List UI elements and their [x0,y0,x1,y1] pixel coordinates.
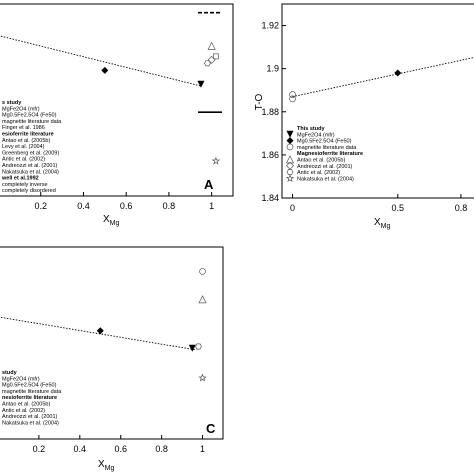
data-point [203,60,211,67]
legend-entry: Antic et al. (2002) [2,408,45,414]
legend-entry: Nakatsuka et al. (2004) [2,420,59,426]
legend-symbol [285,155,295,164]
legend-entry: s study [2,100,22,106]
panel-c-xlabel: XMg [98,459,115,472]
data-point [207,41,216,50]
panel-a-letter: A [204,177,214,192]
legend-symbol [286,169,294,176]
x-tick-label: 0.6 [120,201,133,211]
legend-entry: Mg0.5Fe2.5O4 (Fe50) [297,139,352,145]
y-tick-label: 1.86 [261,150,279,160]
data-point [197,80,205,88]
panel-a-xlabel: XMg [103,214,120,227]
x-tick-label: 0.2 [34,201,47,211]
y-tick-label: 1.84 [261,193,279,203]
panel-b-ylabel: T-O [254,93,265,110]
legend-entry: Levy et al. (2004) [2,144,45,150]
legend-entry: Finger et al. 1986 [2,125,45,131]
x-tick-label: 0.8 [155,444,168,454]
legend-symbol [285,173,295,183]
panel-b-frame [281,3,474,199]
panel-c-letter: C [206,421,216,436]
legend-entry: MgFe2O4 (mfr) [297,132,335,138]
y-tick-label: 1.92 [261,21,279,31]
x-tick-label: 0.2 [33,444,46,454]
y-tick-label: 1.88 [261,107,279,117]
data-point [195,343,202,350]
legend-entry: MgFe2O4 (mfr) [2,376,40,382]
data-point [101,66,109,74]
panel-b: T-O 0 0.5 0.8 1.84 1.86 1.88 1.9 1.92 This stud… [254,3,474,230]
legend-entry: Antic et al. (2002) [297,170,340,176]
fit-line [0,35,202,87]
data-point [198,373,207,382]
x-tick-label: 0.8 [163,201,176,211]
data-point [211,156,221,165]
x-tick-label: 0.5 [392,203,405,213]
legend-symbol [286,137,294,145]
fit-line [0,316,197,351]
legend-entry: Antao et al. (2005b) [297,158,345,164]
legend-entry: Andreozzi et al. (2001) [2,414,58,420]
legend-entry: Antic et al. (2002) [2,157,45,163]
data-point [213,53,219,60]
data-point [289,91,296,98]
x-tick-label: 0.6 [114,444,127,454]
legend-entry: This study [297,126,325,132]
legend-entry: magnetite literature data [2,119,62,125]
legend-entry: completely inverse [2,182,48,188]
data-point [96,327,104,335]
x-tick-label: 1 [200,444,205,454]
legend-entry: Andreozzi et al. (2001) [297,164,353,170]
data-point [199,268,206,275]
legend-entry: Mg0.5Fe2.5O4 (Fe50) [2,113,57,119]
legend-entry: magnetite literature data [2,389,62,395]
legend-symbol [286,130,294,138]
legend-entry: Mg0.5Fe2.5O4 (Fe50) [2,383,57,389]
data-point [207,55,216,64]
legend-entry: Magnesioferrite literature [297,151,363,157]
y-tick-label: 1.9 [266,64,279,74]
panel-a-frame [0,3,234,197]
legend-entry: well et al.1992 [1,176,39,182]
legend-entry: Antao et al. (2005b) [2,402,50,408]
data-point [188,344,196,352]
legend-entry: completely disordered [2,188,56,194]
data-point [198,295,207,304]
x-tick-label: 0.8 [455,203,468,213]
panel-c-frame [0,246,224,440]
panel-b-xlabel: XMg [374,217,391,230]
legend-entry: Greenberg et al. (2009) [2,150,59,156]
legend-entry: study [2,370,18,376]
legend-entry: Andreozzi et al. (2001) [2,163,58,169]
fit-line [292,57,474,98]
data-point [394,69,402,77]
legend-symbol [286,143,294,151]
x-tick-label: 1 [209,201,214,211]
x-tick-label: 0.4 [77,201,90,211]
legend-entry: nesioferrite literature [2,395,57,401]
legend-entry: Nakatsuka et al. (2004) [297,176,354,182]
legend-entry: Nakatsuka et al. (2004) [2,169,59,175]
legend-entry: MgFe2O4 (mfr) [2,106,40,112]
legend-entry: esioferrite literature [2,132,54,138]
x-tick-label: 0 [290,203,295,213]
legend-entry: Antao et al. (2005b) [2,138,50,144]
legend-entry: magnetite literature data [297,145,357,151]
data-point [289,95,296,103]
x-tick-label: 0.4 [74,444,87,454]
